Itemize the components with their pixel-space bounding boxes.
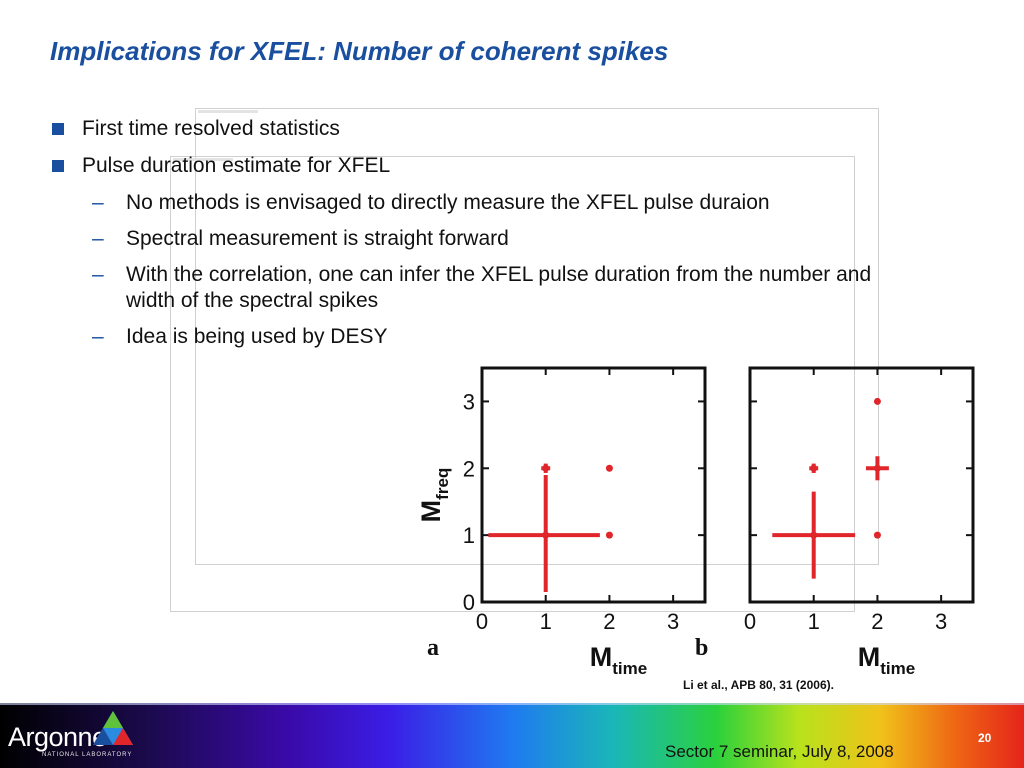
ghost-frame-front [170, 156, 855, 612]
footer-event: Sector 7 seminar, July 8, 2008 [665, 742, 894, 761]
data-point [873, 397, 881, 405]
x-tick-label: 0 [476, 609, 488, 634]
y-tick-label: 3 [463, 389, 475, 414]
data-point [542, 531, 550, 539]
panel-label: b [695, 635, 708, 661]
data-point [810, 464, 818, 472]
x-tick-label: 2 [871, 609, 883, 634]
sub-bullet-item: – Idea is being used by DESY [52, 324, 906, 350]
bullet-list: First time resolved statistics Pulse dur… [52, 116, 952, 360]
sub-bullet-text: Idea is being used by DESY [126, 325, 388, 348]
bullet-text: First time resolved statistics [82, 117, 340, 140]
plot-frame [480, 366, 707, 604]
y-tick-label: 0 [463, 590, 475, 615]
ghost-frame-back [195, 108, 879, 565]
y-tick-label: 2 [463, 456, 475, 481]
data-point [542, 464, 550, 472]
citation: Li et al., APB 80, 31 (2006). [683, 678, 834, 692]
spike-count-plots: 0 1 2 3 0 1 2 3 Mtime a Mfreq 0 1 2 3 Mtime b [416, 366, 975, 675]
bullet-item: Pulse duration estimate for XFEL [52, 153, 952, 179]
x-tick-label: 3 [667, 609, 679, 634]
data-point [810, 531, 818, 539]
dash-icon: – [92, 325, 104, 348]
dash-icon: – [92, 263, 104, 286]
x-axis-label: Mtime [590, 642, 647, 675]
y-axis-label: Mfreq [416, 468, 452, 523]
bullet-square-icon [52, 123, 64, 135]
bullet-item: First time resolved statistics [52, 116, 952, 142]
sub-bullet-text: Spectral measurement is straight forward [126, 227, 509, 250]
data-point [873, 531, 881, 539]
slide-title: Implications for XFEL: Number of coheren… [50, 36, 669, 66]
dash-icon: – [92, 227, 104, 250]
sub-bullet-item: – No methods is envisaged to directly me… [52, 190, 906, 216]
sub-bullet-item: – With the correlation, one can infer th… [52, 262, 906, 314]
bullet-text: Pulse duration estimate for XFEL [82, 154, 391, 177]
x-axis-label: Mtime [858, 642, 915, 675]
x-tick-label: 3 [935, 609, 947, 634]
y-tick-label: 1 [463, 523, 475, 548]
argonne-logo-subtext: NATIONAL LABORATORY [42, 752, 133, 758]
bullet-square-icon [52, 160, 64, 172]
footer-bar [0, 703, 1024, 768]
sub-bullet-text: With the correlation, one can infer the … [126, 263, 872, 312]
x-tick-label: 1 [540, 609, 552, 634]
plot-frame [748, 366, 975, 604]
data-point [605, 464, 613, 472]
argonne-logo-icon [93, 711, 133, 745]
data-point [605, 531, 613, 539]
panel-label: a [427, 635, 439, 661]
sub-bullet-text: No methods is envisaged to directly meas… [126, 191, 770, 214]
dash-icon: – [92, 191, 104, 214]
sub-bullet-item: – Spectral measurement is straight forwa… [52, 226, 906, 252]
argonne-logo-text: Argonne [8, 722, 107, 752]
data-point [873, 464, 881, 472]
x-tick-label: 0 [744, 609, 756, 634]
page-number: 20 [978, 731, 992, 745]
x-tick-label: 2 [603, 609, 615, 634]
x-tick-label: 1 [808, 609, 820, 634]
footer-divider [0, 703, 1024, 705]
